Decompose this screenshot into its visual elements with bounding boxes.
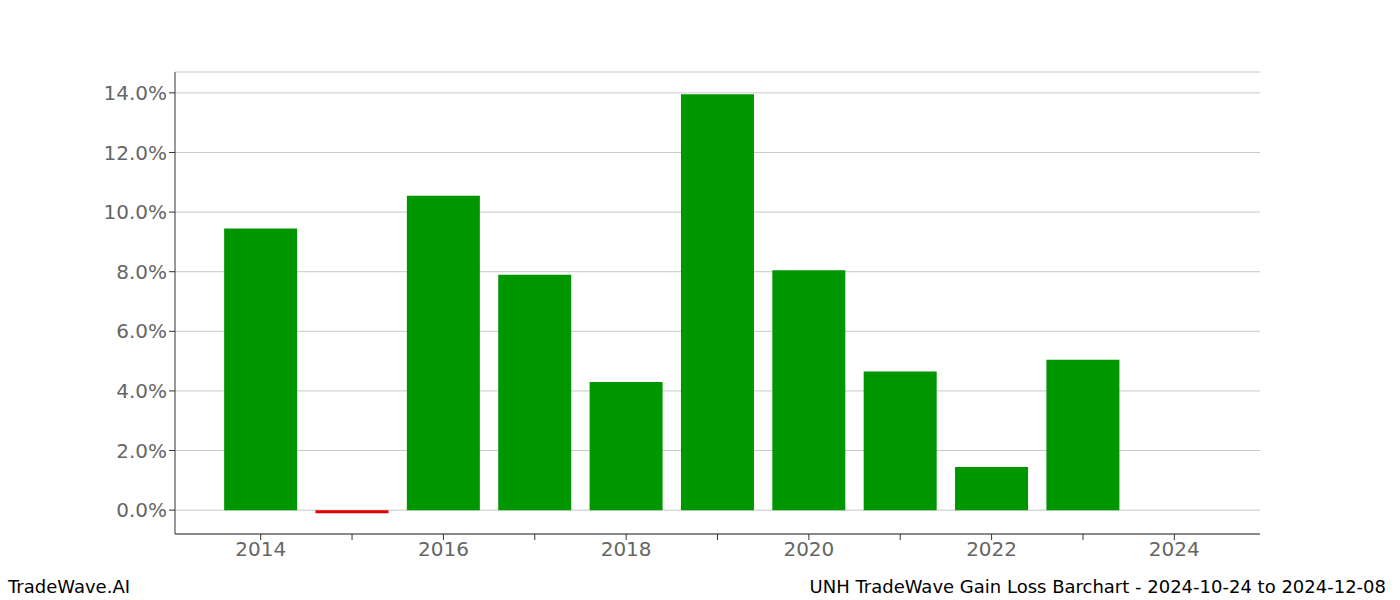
svg-text:2.0%: 2.0% [116, 439, 167, 463]
html-text:UNH TradeWave Gain Loss Barcha: UNH TradeWave Gain Loss Barchart - 2024-… [809, 576, 1386, 597]
svg-text:8.0%: 8.0% [116, 260, 167, 284]
html-text:TradeWave.AI: TradeWave.AI [8, 576, 130, 597]
svg-text:0.0%: 0.0% [116, 498, 167, 522]
svg-text:12.0%: 12.0% [103, 141, 167, 165]
svg-text:2014: 2014 [235, 537, 286, 561]
svg-text:4.0%: 4.0% [116, 379, 167, 403]
svg-text:6.0%: 6.0% [116, 319, 167, 343]
svg-text:2022: 2022 [966, 537, 1017, 561]
svg-text:2016: 2016 [418, 537, 469, 561]
svg-text:2018: 2018 [601, 537, 652, 561]
svg-text:2020: 2020 [783, 537, 834, 561]
svg-text:10.0%: 10.0% [103, 200, 167, 224]
svg-text:14.0%: 14.0% [103, 81, 167, 105]
svg-text:2024: 2024 [1149, 537, 1200, 561]
